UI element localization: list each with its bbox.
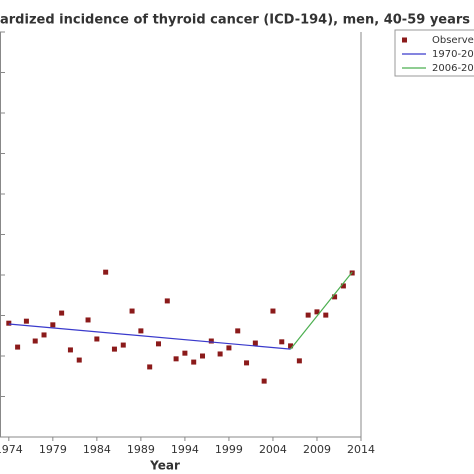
- x-tick-label: 2014: [347, 443, 375, 456]
- x-tick-label: 2004: [259, 443, 287, 456]
- data-point: [191, 359, 197, 365]
- data-point: [217, 351, 223, 357]
- data-point: [23, 318, 29, 324]
- data-point: [305, 312, 311, 318]
- data-point: [15, 344, 21, 350]
- data-point: [155, 341, 161, 347]
- data-point: [138, 328, 144, 334]
- x-tick-label: 1999: [215, 443, 243, 456]
- data-point: [120, 342, 126, 348]
- data-point: [323, 312, 329, 318]
- data-point: [235, 328, 241, 334]
- x-tick-label: 2009: [303, 443, 331, 456]
- legend-label: 2006-2013: [432, 63, 474, 74]
- data-point: [111, 346, 117, 352]
- data-point: [50, 322, 56, 328]
- data-point: [261, 378, 267, 384]
- x-axis-label: Year: [149, 459, 180, 473]
- data-point: [76, 357, 82, 363]
- data-point: [314, 309, 320, 315]
- data-point: [182, 350, 188, 356]
- data-point: [103, 269, 109, 275]
- data-point: [6, 320, 12, 326]
- trend-line: [290, 271, 353, 350]
- data-point: [173, 356, 179, 362]
- data-point: [279, 339, 285, 345]
- data-point: [296, 358, 302, 364]
- data-point: [164, 298, 170, 304]
- x-tick-label: 1984: [83, 443, 111, 456]
- data-point: [208, 338, 214, 344]
- x-tick-label: 1994: [171, 443, 199, 456]
- data-point: [340, 283, 346, 289]
- data-point: [252, 340, 258, 346]
- data-point: [59, 310, 65, 316]
- data-point: [288, 343, 294, 349]
- chart-title: ardized incidence of thyroid cancer (ICD…: [0, 13, 474, 28]
- trend-line: [8, 323, 291, 350]
- data-point: [32, 338, 38, 344]
- x-tick-label: 1989: [127, 443, 155, 456]
- legend-label: Observed: [432, 35, 474, 46]
- data-point: [67, 347, 73, 353]
- x-tick-label: 1974: [0, 443, 23, 456]
- legend-label: 1970-2006: [432, 49, 474, 60]
- data-point: [244, 360, 250, 366]
- data-point: [41, 332, 47, 338]
- data-point: [332, 294, 338, 300]
- data-point: [85, 317, 91, 323]
- data-point: [226, 345, 232, 351]
- legend-swatch: [402, 37, 407, 43]
- data-point: [94, 336, 100, 342]
- data-point: [200, 353, 206, 359]
- data-point: [129, 308, 135, 314]
- x-tick-label: 1979: [39, 443, 67, 456]
- data-point: [147, 364, 153, 370]
- data-point: [270, 308, 276, 314]
